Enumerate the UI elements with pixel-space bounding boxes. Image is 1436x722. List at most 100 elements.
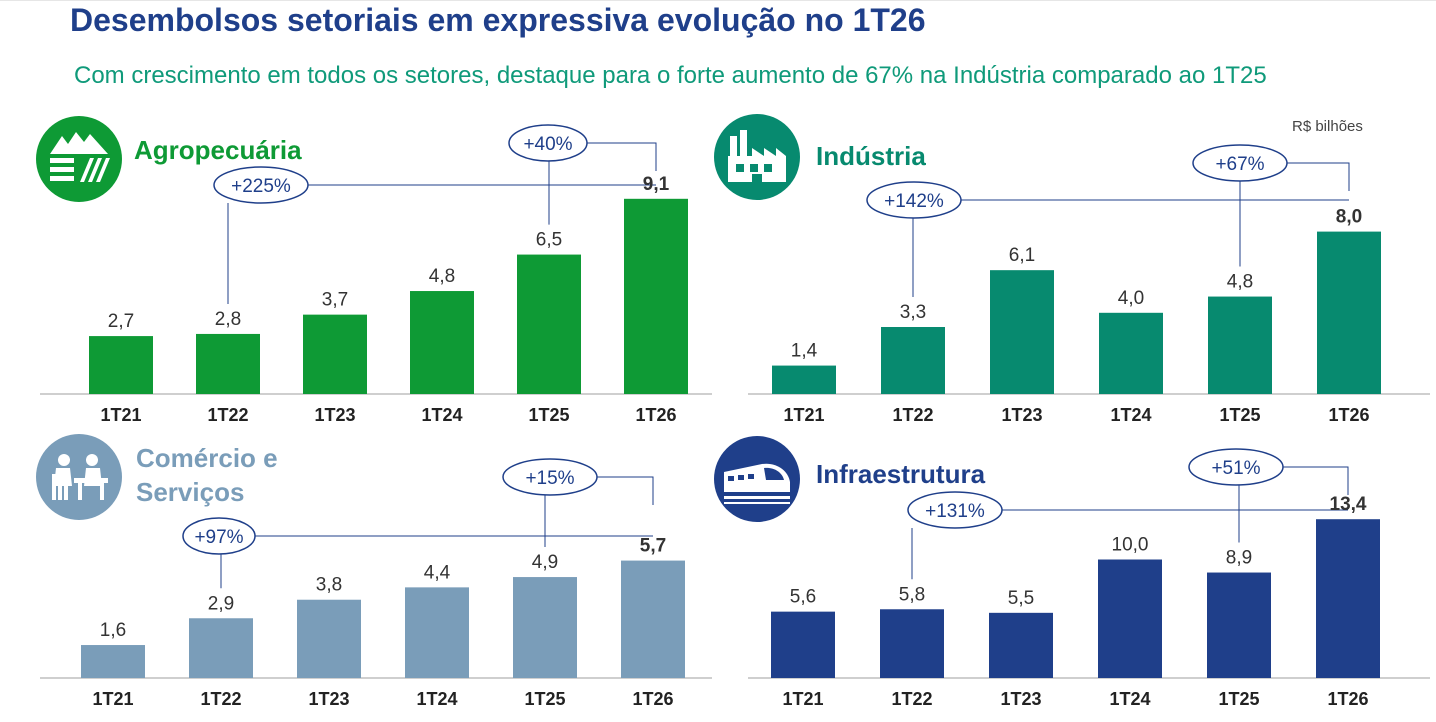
connector-line	[587, 142, 657, 171]
bar	[89, 336, 153, 394]
growth-badge-long-text: +225%	[231, 176, 291, 197]
data-label: 1,6	[100, 620, 126, 641]
growth-badge-long	[866, 181, 962, 219]
x-tick-label: 1T23	[308, 689, 349, 709]
farm-fields-icon	[36, 116, 122, 202]
growth-badge-short-text: +67%	[1215, 154, 1264, 175]
x-tick-label: 1T24	[1109, 689, 1150, 709]
unit-note: R$ bilhões	[1292, 118, 1363, 135]
chart-panel-agropecuaria: Agropecuária 2,7 1T21 2,8 1T22 3,7 1T23 4,8 1T2…	[0, 110, 718, 430]
bar	[297, 599, 361, 678]
sector-label-line2: Serviços	[136, 477, 245, 507]
bar	[1099, 312, 1163, 394]
growth-badge-short	[1192, 144, 1288, 182]
page-title: Desembolsos setoriais em expressiva evol…	[70, 2, 926, 38]
x-tick-label: 1T22	[207, 405, 248, 425]
x-tick-label: 1T23	[314, 405, 355, 425]
x-tick-label: 1T22	[892, 405, 933, 425]
x-tick-label: 1T26	[1327, 689, 1368, 709]
data-label: 5,8	[899, 584, 925, 605]
data-label: 8,9	[1226, 548, 1252, 569]
x-tick-label: 1T25	[528, 405, 569, 425]
data-label: 4,4	[424, 562, 451, 583]
top-divider	[0, 0, 1436, 1]
bar	[81, 645, 145, 678]
data-label: 1,4	[791, 341, 818, 362]
growth-badge-short-text: +15%	[525, 468, 574, 489]
sector-label: Agropecuária	[134, 135, 302, 165]
connector-line	[1283, 466, 1349, 495]
data-label: 4,8	[1227, 272, 1253, 293]
growth-badge-long	[213, 166, 309, 204]
bar	[1208, 296, 1272, 394]
data-label: 5,5	[1008, 588, 1034, 609]
office-meeting-icon	[36, 434, 122, 520]
bar	[189, 618, 253, 678]
bar	[513, 577, 577, 678]
growth-badge-long-text: +131%	[925, 501, 985, 522]
bar-chart: 1,6 1T21 2,9 1T22 3,8 1T23 4,4 1T24 4,9 1T25 5,7 1T…	[40, 458, 712, 709]
bar	[303, 314, 367, 394]
connector-line	[1287, 162, 1350, 191]
x-tick-label: 1T26	[632, 689, 673, 709]
chart-panel-industria: Indústria 1,4 1T21 3,3 1T22 6,1 1T23 4,0 1T24 4,…	[714, 110, 1436, 430]
bar	[772, 365, 836, 394]
bar-chart: 2,7 1T21 2,8 1T22 3,7 1T23 4,8 1T24 6,5 1T25 9,1 1T…	[40, 124, 712, 425]
bar	[880, 609, 944, 678]
connector-line	[597, 476, 654, 505]
data-label: 9,1	[643, 174, 670, 195]
x-tick-label: 1T25	[1218, 689, 1259, 709]
data-label: 4,8	[429, 266, 455, 287]
data-label: 2,8	[215, 309, 241, 330]
chart-panel-infraestrutura: Infraestrutura 5,6 1T21 5,8 1T22 5,5 1T23 10,0…	[714, 402, 1436, 722]
x-tick-label: 1T22	[200, 689, 241, 709]
growth-badge-long	[182, 517, 256, 555]
bar	[410, 291, 474, 394]
data-label: 8,0	[1336, 207, 1362, 228]
bar	[1317, 231, 1381, 394]
x-tick-label: 1T24	[416, 689, 457, 709]
data-label: 6,1	[1009, 245, 1035, 266]
chart-panel-comercio-servicos: Comércio e Serviços 1,6 1T21 2,9 1T22 3,8 1T2…	[0, 402, 718, 722]
growth-badge-short	[502, 458, 598, 496]
train-icon	[714, 436, 800, 522]
data-label: 4,9	[532, 552, 558, 573]
x-tick-label: 1T23	[1001, 405, 1042, 425]
x-tick-label: 1T25	[524, 689, 565, 709]
x-tick-label: 1T24	[1110, 405, 1151, 425]
bar	[196, 333, 260, 394]
x-tick-label: 1T21	[100, 405, 141, 425]
x-tick-label: 1T21	[92, 689, 133, 709]
bar	[517, 254, 581, 394]
bar	[621, 560, 685, 678]
growth-badge-short	[508, 124, 588, 162]
sector-label: Infraestrutura	[816, 459, 986, 489]
x-tick-label: 1T26	[635, 405, 676, 425]
bar	[1098, 559, 1162, 678]
growth-badge-long	[907, 491, 1003, 529]
bar	[990, 270, 1054, 394]
data-label: 4,0	[1118, 288, 1144, 309]
data-label: 2,9	[208, 593, 234, 614]
bar-chart: 5,6 1T21 5,8 1T22 5,5 1T23 10,0 1T24 8,9 1T25 13,4…	[748, 448, 1430, 709]
bar	[1207, 572, 1271, 678]
x-tick-label: 1T21	[782, 689, 823, 709]
bar	[405, 587, 469, 678]
x-tick-label: 1T23	[1000, 689, 1041, 709]
x-tick-label: 1T25	[1219, 405, 1260, 425]
bar	[989, 612, 1053, 678]
bar-chart: 1,4 1T21 3,3 1T22 6,1 1T23 4,0 1T24 4,8 1T25 8,0 1T…	[748, 144, 1430, 425]
bar	[1316, 519, 1380, 678]
x-tick-label: 1T22	[891, 689, 932, 709]
x-tick-label: 1T24	[421, 405, 462, 425]
growth-badge-long-text: +97%	[194, 527, 243, 548]
bar	[624, 198, 688, 394]
sector-label-line1: Comércio e	[136, 443, 278, 473]
sector-label: Indústria	[816, 141, 926, 171]
x-tick-label: 1T21	[783, 405, 824, 425]
data-label: 5,7	[640, 536, 666, 557]
growth-badge-short	[1188, 448, 1284, 486]
data-label: 13,4	[1330, 494, 1367, 515]
data-label: 6,5	[536, 230, 562, 251]
factory-icon	[714, 114, 800, 200]
